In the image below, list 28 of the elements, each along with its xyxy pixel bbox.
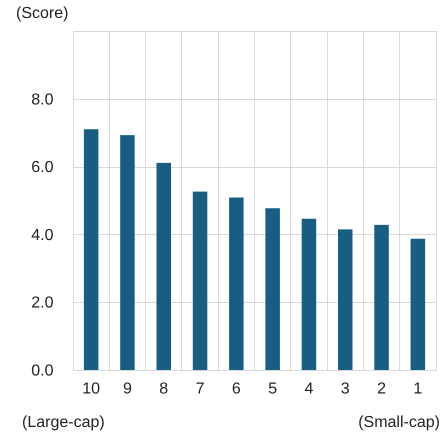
bar [229, 197, 244, 370]
bar [120, 135, 135, 370]
bar [84, 129, 98, 370]
text: (Large-cap) [22, 414, 105, 432]
bar [265, 208, 280, 370]
x-tick-label: 4 [304, 380, 314, 398]
y-tick-label: 2.0 [31, 294, 54, 312]
x-tick-label: 6 [232, 380, 241, 398]
y-tick-label: 6.0 [31, 159, 54, 176]
bar [338, 229, 353, 370]
bar [374, 224, 389, 370]
y-tick-label: 4.0 [31, 226, 54, 244]
x-tick-label: 2 [377, 380, 386, 398]
x-tick-label: 8 [159, 380, 168, 398]
bar [192, 192, 208, 370]
x-tick-label: 10 [82, 380, 100, 398]
y-axis-title: (Score) [16, 5, 68, 23]
bar [302, 218, 316, 370]
y-tick-label: 0.0 [31, 362, 54, 380]
x-tick-label: 7 [196, 380, 205, 398]
x-tick-label: 3 [340, 380, 350, 398]
bar [156, 162, 172, 370]
text: (Small-cap) [358, 414, 440, 432]
x-tick-label: 9 [122, 380, 132, 398]
bar [410, 238, 426, 370]
x-tick-label: 1 [413, 380, 422, 398]
x-tick-label: 5 [268, 380, 278, 398]
y-tick-label: 8.0 [31, 91, 54, 108]
